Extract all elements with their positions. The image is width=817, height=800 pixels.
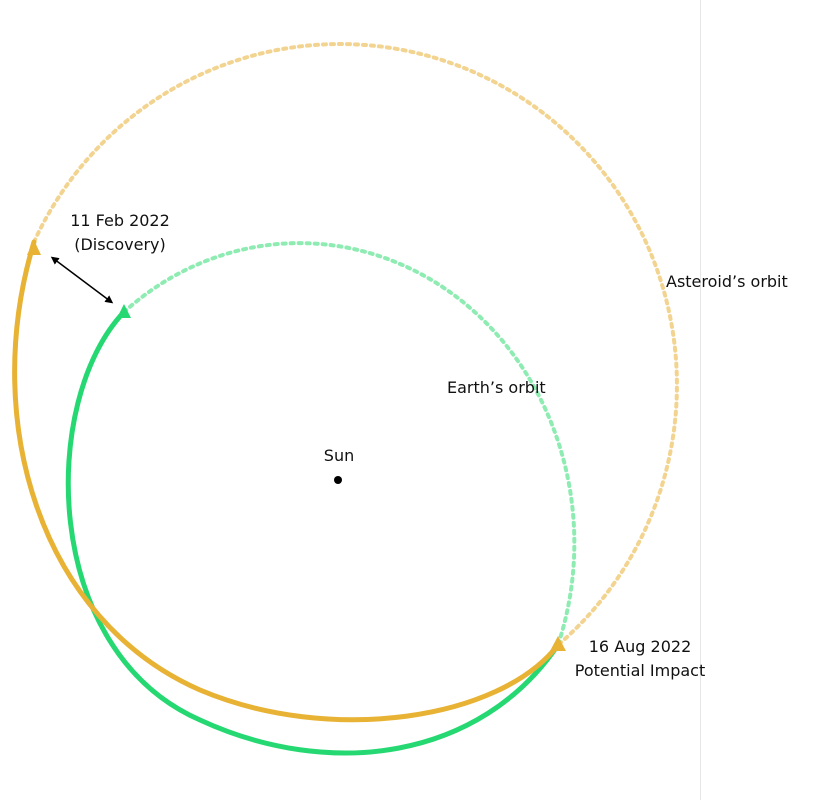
discovery-note-label: (Discovery) [74,235,166,254]
panel-divider [700,0,701,800]
asteroid-discovery-marker [27,240,41,255]
earth-orbit-travelled [65,309,561,756]
earth-orbit-label: Earth’s orbit [447,378,546,397]
earth-discovery-marker [117,304,131,318]
sun-dot [334,476,342,484]
impact-note-label: Potential Impact [575,661,706,680]
distance-arrow [50,256,114,304]
asteroid-impact-marker [550,636,566,651]
asteroid-orbit-label: Asteroid’s orbit [666,272,788,291]
asteroid-orbit-dotted [32,42,679,647]
asteroid-orbit-travelled [12,239,561,723]
earth-orbit-dotted [122,241,577,647]
discovery-date-label: 11 Feb 2022 [70,211,170,230]
impact-date-label: 16 Aug 2022 [589,637,692,656]
sun-label: Sun [324,446,354,465]
